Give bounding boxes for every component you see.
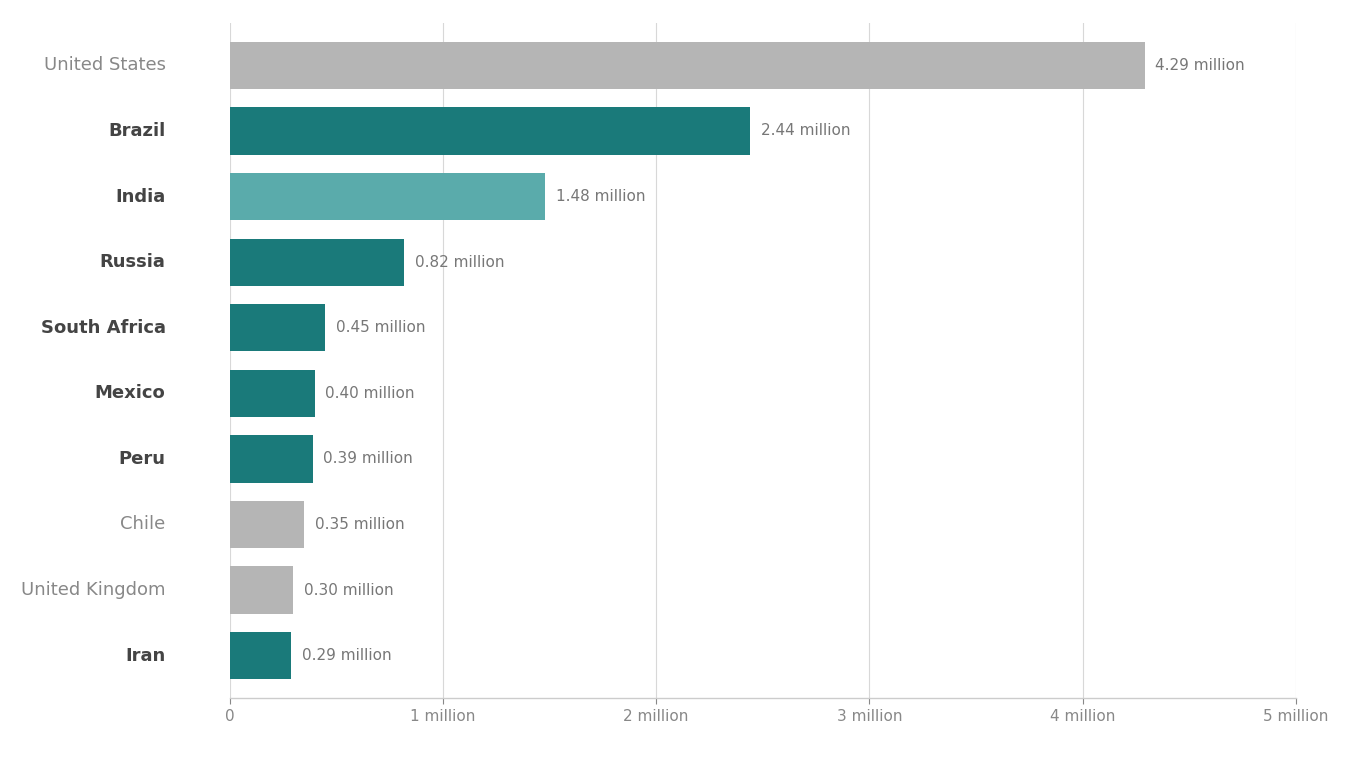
Text: South Africa: South Africa: [40, 319, 166, 337]
Text: Brazil: Brazil: [108, 122, 166, 140]
Text: 0.35 million: 0.35 million: [315, 517, 405, 532]
Text: Chile: Chile: [120, 515, 166, 534]
Text: United States: United States: [43, 56, 166, 74]
Text: 2.44 million: 2.44 million: [760, 124, 850, 138]
Text: Mexico: Mexico: [95, 384, 166, 402]
Bar: [230, 632, 292, 679]
Text: 0.45 million: 0.45 million: [336, 320, 425, 335]
Bar: [230, 370, 315, 417]
Text: Russia: Russia: [100, 254, 166, 271]
Bar: [230, 436, 313, 483]
Text: 0.40 million: 0.40 million: [325, 386, 414, 401]
Bar: [230, 173, 545, 220]
Text: 4.29 million: 4.29 million: [1156, 58, 1245, 73]
Text: 0.82 million: 0.82 million: [414, 255, 505, 269]
Text: 1.48 million: 1.48 million: [556, 189, 645, 204]
Bar: [230, 566, 293, 614]
Bar: [230, 304, 325, 351]
Text: Peru: Peru: [119, 450, 166, 468]
Text: 0.29 million: 0.29 million: [302, 648, 392, 663]
Bar: [230, 42, 1145, 89]
Text: Iran: Iran: [126, 647, 166, 665]
Bar: [230, 501, 304, 548]
Bar: [230, 107, 751, 155]
Text: 0.30 million: 0.30 million: [304, 583, 394, 597]
Bar: [230, 238, 405, 285]
Text: India: India: [115, 187, 166, 206]
Text: 0.39 million: 0.39 million: [324, 452, 413, 466]
Text: United Kingdom: United Kingdom: [22, 581, 166, 599]
